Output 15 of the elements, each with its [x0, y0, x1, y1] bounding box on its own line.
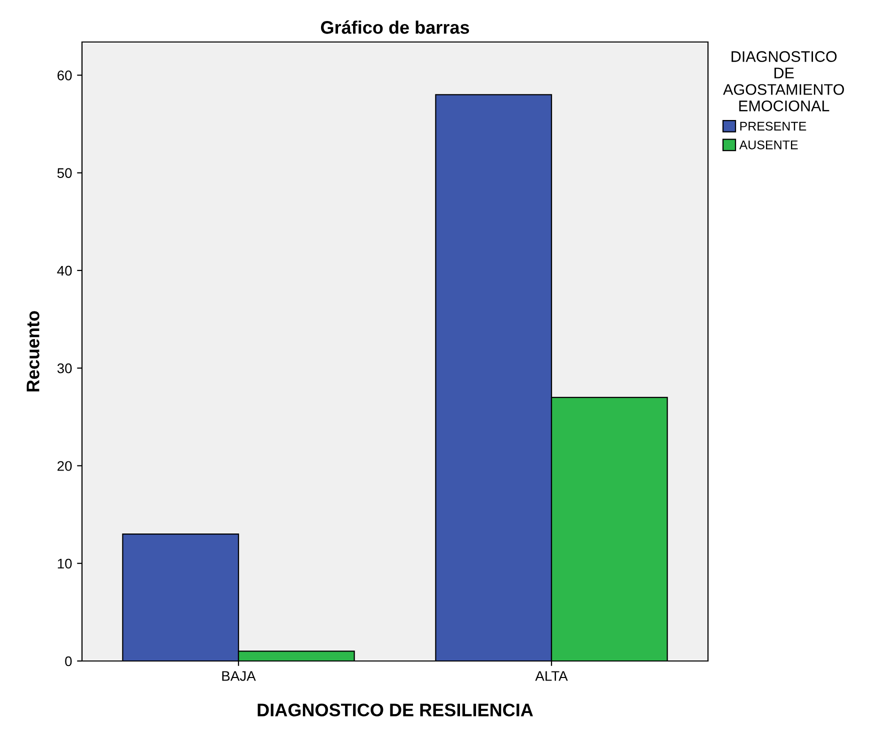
y-tick-label: 40 [57, 266, 72, 276]
chart-title: Gráfico de barras [320, 20, 470, 34]
y-tick-label: 60 [58, 70, 72, 80]
y-tick-label: 50 [57, 168, 72, 178]
x-axis-title: DIAGNOSTICO DE RESILIENCIA [258, 704, 533, 716]
y-tick-label: 20 [58, 461, 72, 471]
y-tick-label: 10 [58, 558, 72, 569]
y-axis-title: Recuento [26, 311, 40, 392]
legend-label: PRESENTE [740, 122, 806, 131]
legend-title: DIAGNOSTICO DE AGOSTAMIENTO EMOCIONAL [723, 51, 844, 112]
legend-label: AUSENTE [739, 140, 798, 150]
y-tick-label: 0 [65, 656, 72, 666]
x-tick-label: BAJA [222, 671, 256, 681]
y-tick-label: 30 [57, 363, 72, 374]
x-tick-label: ALTA [535, 671, 568, 681]
